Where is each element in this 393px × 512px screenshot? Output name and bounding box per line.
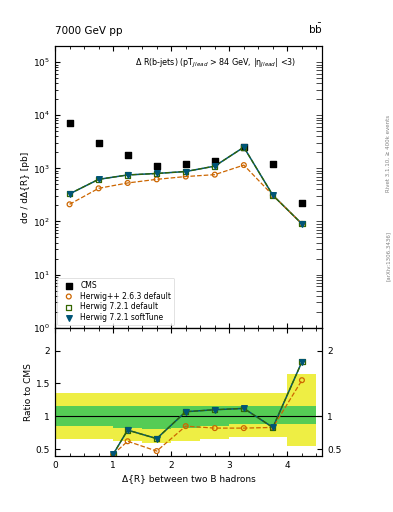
Herwig++ 2.6.3 default bbox=[154, 175, 160, 183]
Herwig++ 2.6.3 default bbox=[241, 161, 247, 169]
CMS bbox=[270, 160, 276, 168]
Herwig 7.2.1 softTune bbox=[241, 143, 247, 151]
Herwig 7.2.1 default bbox=[212, 162, 218, 170]
Point bbox=[212, 406, 218, 414]
Point bbox=[270, 423, 276, 432]
Herwig 7.2.1 softTune bbox=[299, 220, 305, 228]
CMS bbox=[154, 162, 160, 170]
Herwig 7.2.1 default bbox=[66, 190, 73, 198]
Point bbox=[183, 408, 189, 416]
Point bbox=[125, 437, 131, 445]
Herwig 7.2.1 softTune bbox=[270, 191, 276, 200]
Point bbox=[154, 435, 160, 443]
Text: 7000 GeV pp: 7000 GeV pp bbox=[55, 26, 123, 36]
CMS bbox=[125, 151, 131, 159]
Herwig 7.2.1 softTune bbox=[183, 167, 189, 176]
Point bbox=[241, 424, 247, 432]
Point bbox=[270, 423, 276, 432]
Point bbox=[212, 406, 218, 414]
Herwig 7.2.1 default bbox=[299, 220, 305, 228]
Point bbox=[212, 424, 218, 432]
Point bbox=[241, 404, 247, 413]
CMS bbox=[183, 160, 189, 168]
CMS bbox=[299, 199, 305, 207]
Point bbox=[270, 423, 276, 432]
Herwig++ 2.6.3 default bbox=[212, 170, 218, 179]
Herwig 7.2.1 softTune bbox=[212, 162, 218, 170]
CMS bbox=[66, 119, 73, 127]
Text: b$\bar{\mathrm{b}}$: b$\bar{\mathrm{b}}$ bbox=[308, 22, 322, 36]
Point bbox=[154, 447, 160, 455]
Point bbox=[183, 422, 189, 430]
Herwig++ 2.6.3 default bbox=[66, 200, 73, 208]
Text: Rivet 3.1.10, ≥ 400k events: Rivet 3.1.10, ≥ 400k events bbox=[386, 115, 391, 192]
Herwig 7.2.1 default bbox=[241, 143, 247, 151]
Point bbox=[125, 426, 131, 434]
Herwig 7.2.1 default bbox=[183, 167, 189, 176]
Herwig 7.2.1 default bbox=[154, 169, 160, 178]
CMS bbox=[95, 139, 102, 147]
Point bbox=[299, 376, 305, 385]
Herwig++ 2.6.3 default bbox=[125, 179, 131, 187]
Herwig 7.2.1 softTune bbox=[125, 171, 131, 179]
Y-axis label: dσ / dΔ{R} [pb]: dσ / dΔ{R} [pb] bbox=[21, 151, 30, 223]
Point bbox=[183, 408, 189, 416]
Point bbox=[125, 426, 131, 434]
Point bbox=[299, 358, 305, 366]
CMS bbox=[241, 143, 247, 151]
CMS bbox=[328, 261, 334, 269]
Point bbox=[241, 404, 247, 413]
Herwig++ 2.6.3 default bbox=[299, 220, 305, 228]
Legend: CMS, Herwig++ 2.6.3 default, Herwig 7.2.1 default, Herwig 7.2.1 softTune: CMS, Herwig++ 2.6.3 default, Herwig 7.2.… bbox=[57, 278, 174, 326]
Point bbox=[154, 435, 160, 443]
Y-axis label: Ratio to CMS: Ratio to CMS bbox=[24, 362, 33, 421]
CMS bbox=[212, 157, 218, 165]
Herwig++ 2.6.3 default bbox=[95, 184, 102, 193]
Point bbox=[110, 450, 116, 458]
Text: Δ R(b-jets) (pT$_{Jlead}$ > 84 GeV, |η$_{Jlead}$| <3): Δ R(b-jets) (pT$_{Jlead}$ > 84 GeV, |η$_… bbox=[135, 57, 296, 71]
Point bbox=[299, 358, 305, 366]
Herwig 7.2.1 softTune bbox=[154, 169, 160, 178]
Text: [arXiv:1306.3436]: [arXiv:1306.3436] bbox=[386, 231, 391, 281]
Herwig 7.2.1 softTune bbox=[95, 175, 102, 183]
X-axis label: Δ{R} between two B hadrons: Δ{R} between two B hadrons bbox=[122, 474, 255, 483]
Herwig 7.2.1 default bbox=[95, 175, 102, 183]
Point bbox=[110, 450, 116, 458]
Herwig++ 2.6.3 default bbox=[270, 191, 276, 200]
Point bbox=[110, 450, 116, 458]
Herwig 7.2.1 softTune bbox=[66, 190, 73, 198]
Text: CMS_2011_S8973270: CMS_2011_S8973270 bbox=[147, 336, 230, 345]
Herwig 7.2.1 default bbox=[125, 171, 131, 179]
Herwig++ 2.6.3 default bbox=[183, 173, 189, 181]
Herwig 7.2.1 default bbox=[270, 191, 276, 200]
